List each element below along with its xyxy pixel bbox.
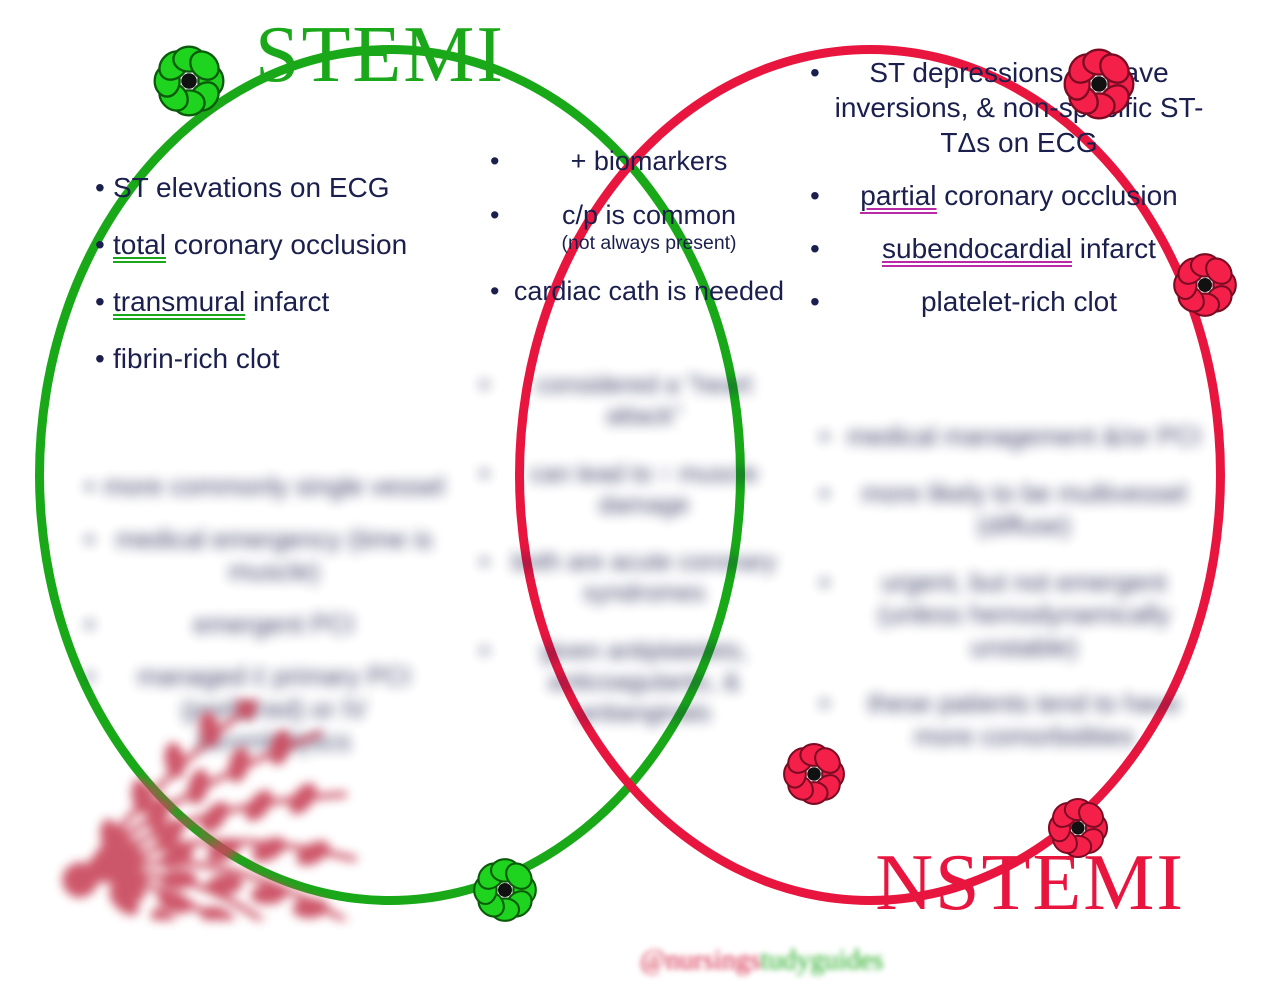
list-item: medical management &/or PCI: [820, 420, 1210, 453]
list-item: partial coronary occlusion: [810, 178, 1210, 213]
stemi-bullets-clear: ST elevations on ECG total coronary occlu…: [95, 170, 455, 398]
list-item: cardiac cath is needed: [490, 275, 790, 309]
list-item: urgent, but not emergent (unless hemodyn…: [820, 566, 1210, 664]
list-item: can lead to ↑ muscle damage: [480, 459, 790, 522]
leaf-spray-decoration: [40, 700, 400, 920]
list-item: platelet-rich clot: [810, 284, 1210, 319]
red-flower-icon: [780, 740, 848, 813]
list-item: more commonly single vessel: [85, 470, 445, 503]
list-item: more likely to be multivessel (diffuse): [820, 477, 1210, 542]
list-item: considered a "heart attack": [480, 370, 790, 433]
red-flower-icon: [1060, 45, 1138, 128]
list-item: transmural infarct: [95, 284, 455, 319]
list-item: ST elevations on ECG: [95, 170, 455, 205]
list-item: these patients tend to have more comorbi…: [820, 687, 1210, 752]
nstemi-bullets-clear: ST depressions, T-wave inversions, & non…: [810, 55, 1210, 337]
list-item: fibrin-rich clot: [95, 341, 455, 376]
red-flower-icon: [1170, 250, 1240, 325]
credit-text: @nursingstudyguides: [640, 945, 884, 977]
list-item: total coronary occlusion: [95, 227, 455, 262]
list-item: c/p is common(not always present): [490, 199, 790, 255]
list-item: both are acute coronary syndromes: [480, 547, 790, 610]
stemi-title: STEMI: [255, 10, 505, 101]
list-item: given antiplatelets, anticoagulants, & a…: [480, 636, 790, 730]
list-item: ST depressions, T-wave inversions, & non…: [810, 55, 1210, 160]
nstemi-title: NSTEMI: [875, 838, 1185, 929]
list-item: subendocardial infarct: [810, 231, 1210, 266]
green-flower-icon: [470, 855, 540, 930]
list-item: emergent PCI: [85, 608, 445, 641]
overlap-bullets-clear: + biomarkers c/p is common(not always pre…: [490, 145, 790, 329]
overlap-bullets-blurred: considered a "heart attack" can lead to ↑…: [480, 370, 790, 755]
nstemi-bullets-blurred: medical management &/or PCI more likely t…: [820, 420, 1210, 776]
list-item: + biomarkers: [490, 145, 790, 179]
green-flower-icon: [150, 42, 228, 125]
red-flower-icon: [1045, 795, 1111, 866]
list-item: medical emergency (time is muscle): [85, 523, 445, 588]
